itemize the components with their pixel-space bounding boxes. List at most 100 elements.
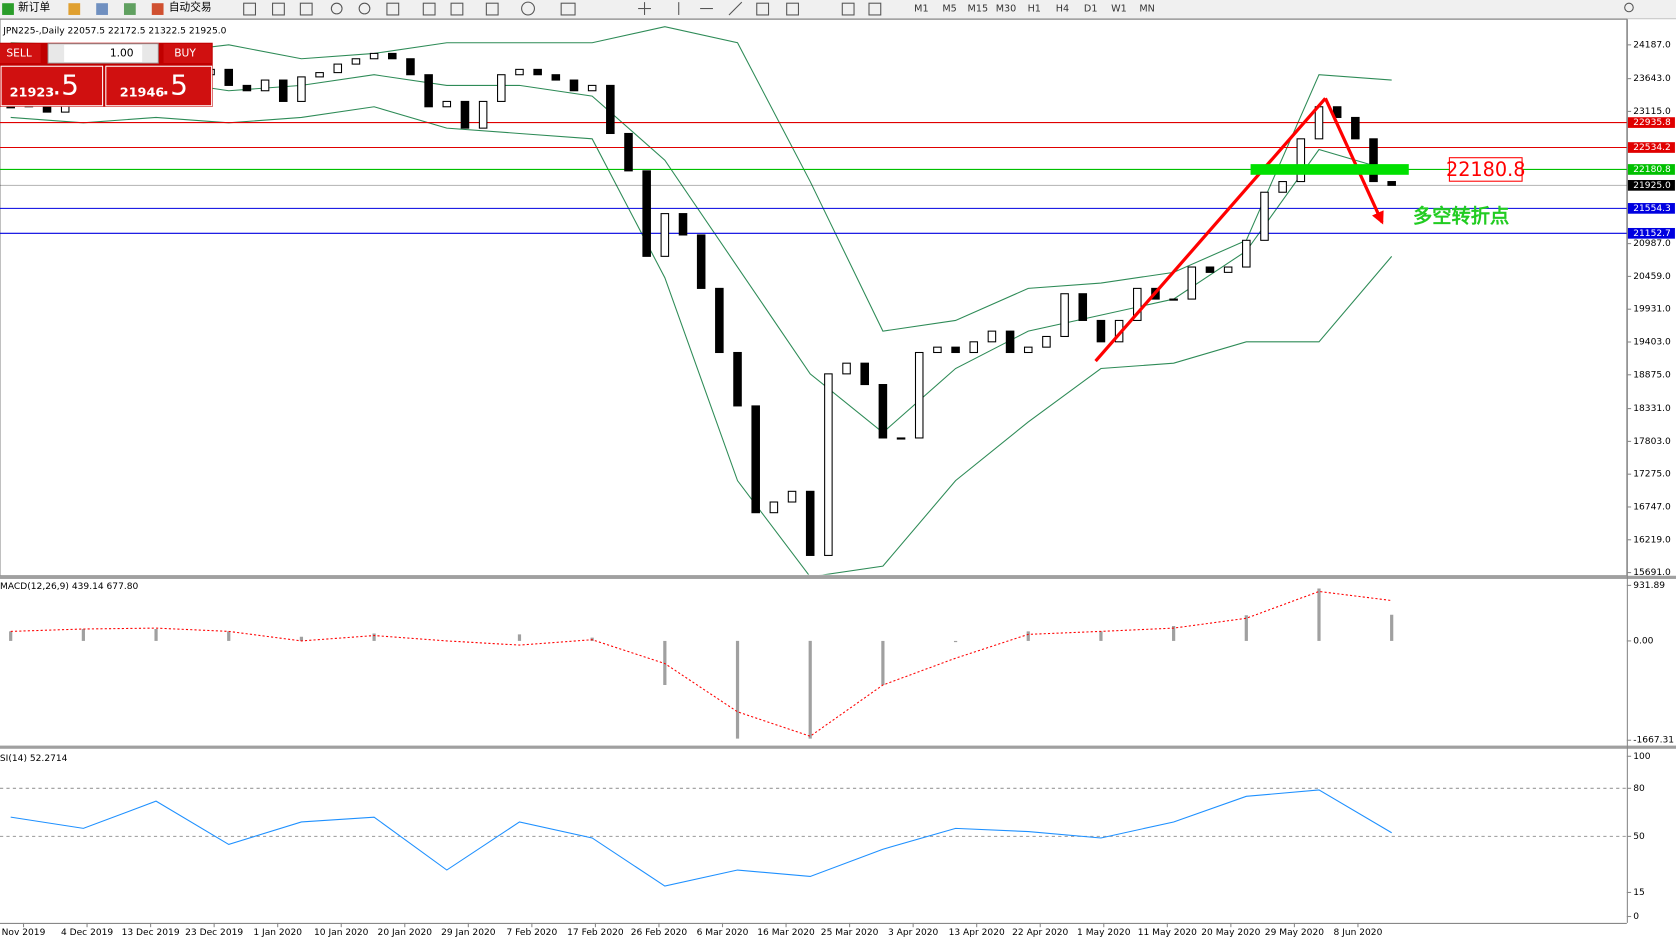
tool-icon[interactable] xyxy=(299,2,313,16)
candle xyxy=(351,58,361,65)
new-order-button[interactable]: 新订单 xyxy=(18,0,50,13)
macd-signal xyxy=(10,590,1392,737)
candle xyxy=(1278,181,1287,193)
y-tick-label: 931.89 xyxy=(1633,581,1665,591)
tool-icon[interactable] xyxy=(96,3,108,15)
candle xyxy=(587,84,597,92)
zoom-out[interactable] xyxy=(358,2,371,15)
tool-icon[interactable] xyxy=(756,2,770,16)
candle xyxy=(860,362,869,386)
timeframe-label[interactable]: H4 xyxy=(1056,4,1069,15)
price-level-tag xyxy=(1627,142,1675,153)
toolbar-icons xyxy=(243,1,1634,16)
tool-icon[interactable] xyxy=(243,2,256,16)
tool-icon[interactable] xyxy=(450,2,464,16)
candle xyxy=(751,405,760,514)
tool-icon[interactable] xyxy=(841,2,855,16)
rsi-plot xyxy=(0,787,1627,887)
buy-price-fraction[interactable]: .5 xyxy=(161,69,188,102)
candle xyxy=(6,106,15,109)
tool-icon[interactable] xyxy=(868,2,882,16)
y-tick-label: 19931.0 xyxy=(1633,305,1671,315)
lot-down[interactable] xyxy=(49,44,65,62)
sell-label[interactable]: SELL xyxy=(6,46,31,59)
tool-icon[interactable] xyxy=(422,2,436,16)
y-tick-label: 50 xyxy=(1633,832,1645,842)
x-tick-label: 25 Mar 2020 xyxy=(821,928,879,938)
timeframe-label[interactable]: D1 xyxy=(1084,4,1098,15)
panel-divider xyxy=(0,745,1676,749)
lot-value[interactable]: 1.00 xyxy=(110,46,134,59)
y-tick-label: 0 xyxy=(1633,912,1639,922)
timeframe-label[interactable]: M5 xyxy=(942,4,956,15)
tool-icon[interactable] xyxy=(123,3,136,15)
macd-title: MACD(12,26,9) 439.14 677.80 xyxy=(0,582,139,592)
tool-icon[interactable] xyxy=(386,2,400,16)
x-tick-label: 20 Jan 2020 xyxy=(378,928,433,938)
tool-icon[interactable] xyxy=(786,2,799,16)
candle xyxy=(842,362,851,375)
chart-title: JPN225-,Daily 22057.5 22172.5 21322.5 21… xyxy=(2,26,226,36)
x-tick-label: 4 Dec 2019 xyxy=(61,928,113,938)
tool-icon[interactable] xyxy=(272,2,285,16)
sell-price-box[interactable] xyxy=(0,65,104,107)
y-tick-label: 19403.0 xyxy=(1633,338,1671,348)
y-tick-label: 20459.0 xyxy=(1633,272,1671,282)
timeframe-label[interactable]: MN xyxy=(1139,4,1154,15)
candle xyxy=(896,437,906,440)
sell-price-fraction[interactable]: .5 xyxy=(52,69,79,102)
auto-trading-icon[interactable] xyxy=(151,3,164,15)
price-level-tag xyxy=(1627,203,1675,214)
candle xyxy=(1314,106,1324,140)
price-level-tag xyxy=(1627,180,1675,191)
x-tick-label: 6 Mar 2020 xyxy=(697,928,749,938)
rsi-title: RSI(14) 52.2714 xyxy=(0,754,68,764)
x-tick-label: 13 Dec 2019 xyxy=(122,928,180,938)
price-level-label: 21554.3 xyxy=(1633,204,1671,214)
candle xyxy=(933,346,942,354)
sell-button[interactable] xyxy=(0,43,41,64)
rsi-line xyxy=(10,789,1392,887)
buy-label[interactable]: BUY xyxy=(174,46,196,59)
timeframe-label[interactable]: W1 xyxy=(1111,4,1127,15)
candle xyxy=(297,76,306,102)
y-tick-label: 15691.0 xyxy=(1633,568,1671,578)
candle xyxy=(406,58,415,76)
macd-plot xyxy=(9,588,1394,739)
clock[interactable] xyxy=(521,1,535,16)
candle xyxy=(442,100,452,108)
candle xyxy=(624,132,633,172)
level-highlight xyxy=(1250,164,1409,175)
zoom-in[interactable] xyxy=(330,2,343,15)
timeframe-label[interactable]: H1 xyxy=(1028,4,1041,15)
annotations: 22180.8 多空转折点 xyxy=(1250,157,1525,227)
timeframe-label[interactable]: M1 xyxy=(914,4,928,15)
toolbar xyxy=(0,0,1676,19)
candle xyxy=(551,74,561,81)
tool-icon[interactable] xyxy=(560,2,576,16)
buy-price[interactable]: 21946 xyxy=(120,85,165,100)
x-tick-label: 22 Apr 2020 xyxy=(1012,928,1068,938)
candle xyxy=(1005,330,1015,354)
candle xyxy=(1296,138,1306,183)
tool-icon[interactable] xyxy=(485,2,499,16)
timeframe-label[interactable]: M30 xyxy=(996,4,1017,15)
price-level-tag xyxy=(1627,227,1675,239)
candle xyxy=(805,490,815,556)
candle xyxy=(1242,239,1251,268)
buy-button[interactable] xyxy=(163,43,212,64)
tool-icon[interactable] xyxy=(68,3,81,15)
candle xyxy=(1060,293,1069,338)
candle xyxy=(260,79,270,92)
sell-price[interactable]: 21923 xyxy=(10,85,55,100)
timeframe-label[interactable]: M15 xyxy=(968,4,989,15)
candle xyxy=(369,52,379,60)
lot-up[interactable] xyxy=(142,44,158,62)
trendline[interactable] xyxy=(728,1,743,16)
new-order-icon[interactable] xyxy=(2,3,14,15)
lot-input[interactable] xyxy=(47,43,159,64)
buy-price-box[interactable] xyxy=(105,65,213,107)
auto-trading-button[interactable]: 自动交易 xyxy=(169,0,212,13)
trend-arrow-up xyxy=(1094,97,1327,363)
search[interactable] xyxy=(1624,2,1634,13)
